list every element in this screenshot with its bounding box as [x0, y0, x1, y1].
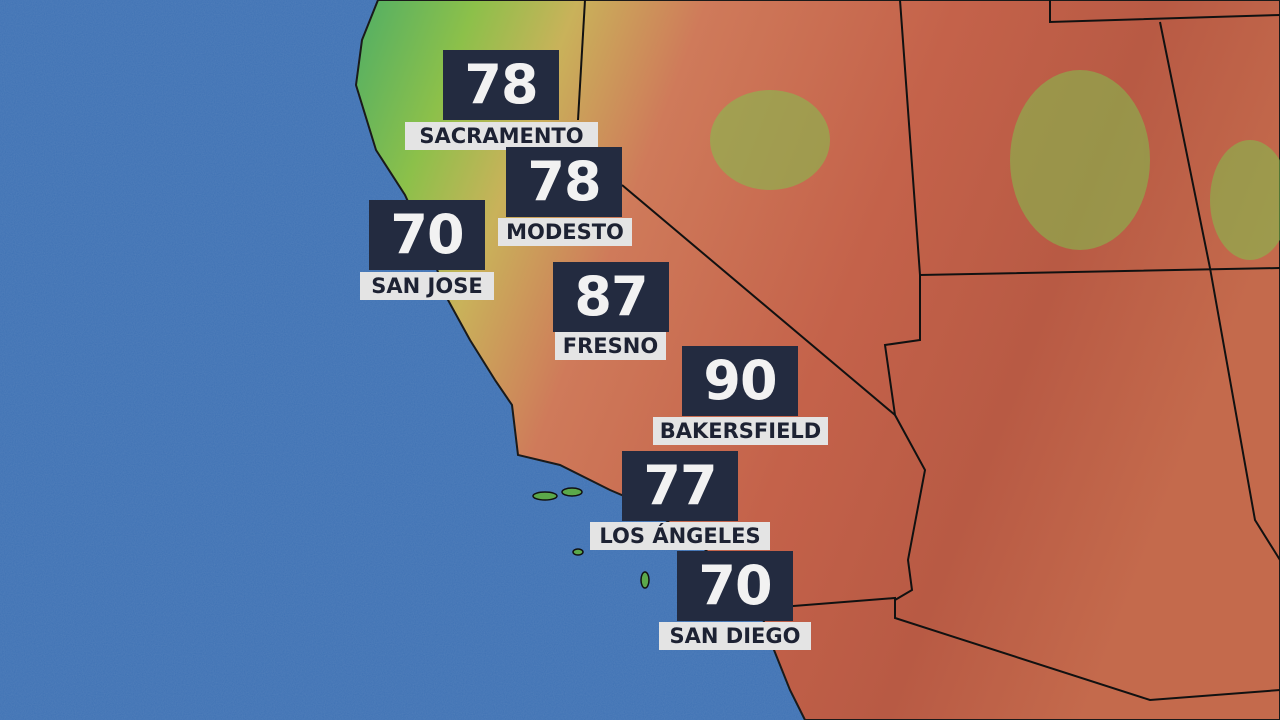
city-name: SAN DIEGO: [659, 622, 811, 650]
city-name: LOS ÁNGELES: [590, 522, 770, 550]
city-name: MODESTO: [498, 218, 632, 246]
temperature-value: 78: [443, 50, 559, 120]
state-borders: [577, 0, 1280, 702]
temperature-value: 70: [677, 551, 793, 621]
temperature-value: 77: [622, 451, 738, 521]
temperature-value: 78: [506, 147, 622, 217]
temperature-value: 87: [553, 262, 669, 332]
city-name: FRESNO: [555, 332, 666, 360]
city-name: SAN JOSE: [360, 272, 494, 300]
city-name: SACRAMENTO: [405, 122, 598, 150]
city-name: BAKERSFIELD: [653, 417, 828, 445]
temperature-value: 90: [682, 346, 798, 416]
temperature-value: 70: [369, 200, 485, 270]
